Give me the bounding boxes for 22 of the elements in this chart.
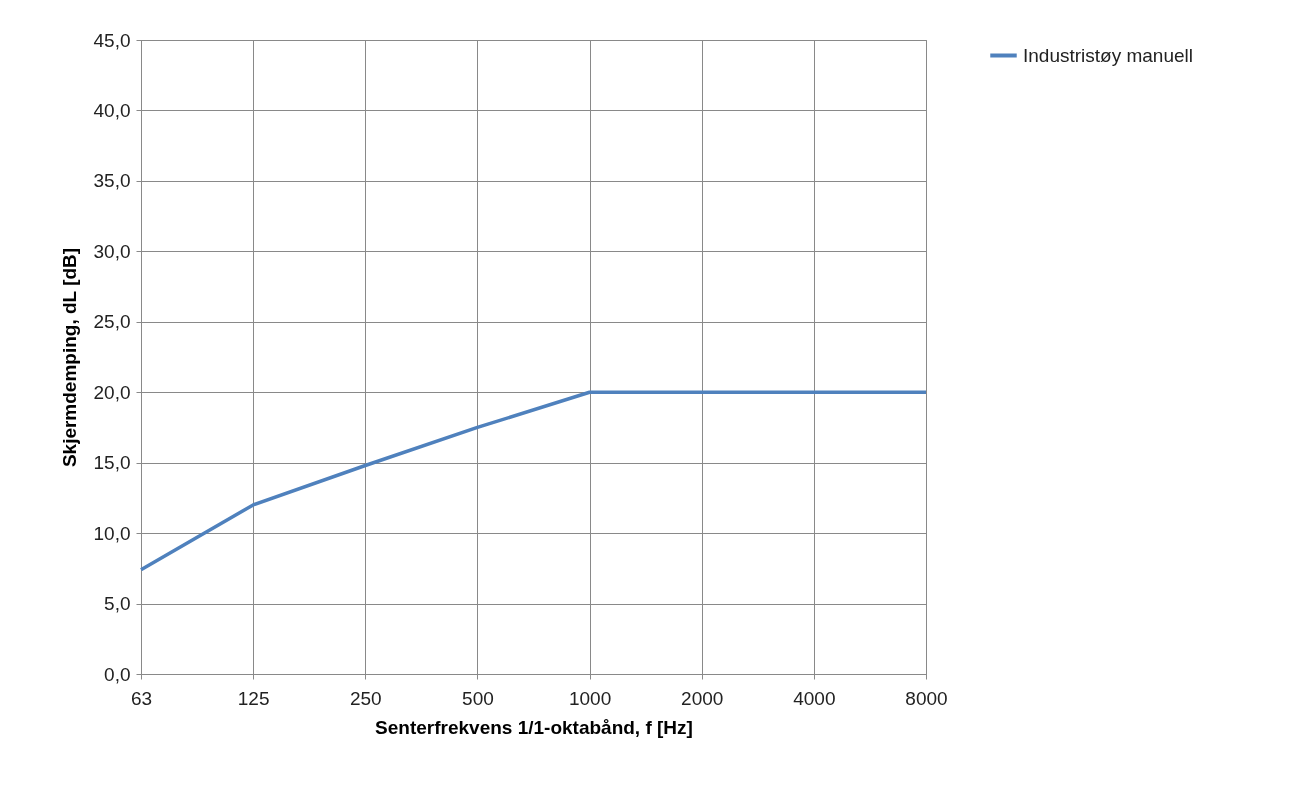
- y-tick-label: 10,0: [93, 522, 131, 544]
- x-tick-label: 125: [237, 687, 270, 709]
- y-tick-label: 15,0: [93, 452, 131, 474]
- y-tick-label: 25,0: [93, 311, 131, 333]
- x-tick-label: 250: [349, 687, 382, 709]
- x-tick-label: 8000: [905, 687, 948, 709]
- y-tick-label: 20,0: [93, 381, 131, 403]
- y-tick-label: 5,0: [104, 593, 131, 615]
- y-axis-title: Skjermdemping, dL [dB]: [58, 247, 80, 468]
- y-tick-label: 40,0: [93, 99, 131, 121]
- x-tick-label: 2000: [681, 687, 724, 709]
- y-tick-label: 0,0: [104, 663, 131, 685]
- line-series: [139, 390, 928, 572]
- x-tick-label: 63: [130, 687, 153, 709]
- x-tick-label: 500: [462, 687, 494, 709]
- y-tick-label: 45,0: [93, 29, 131, 51]
- y-tick-label: 35,0: [93, 170, 131, 192]
- legend-label: Industristøy manuell: [1023, 44, 1194, 66]
- x-tick-label: 4000: [793, 687, 836, 709]
- x-tick-label: 1000: [568, 687, 612, 709]
- x-axis-title: Senterfrekvens 1/1-oktabånd, f [Hz]: [375, 716, 693, 738]
- y-tick-label: 30,0: [93, 240, 131, 262]
